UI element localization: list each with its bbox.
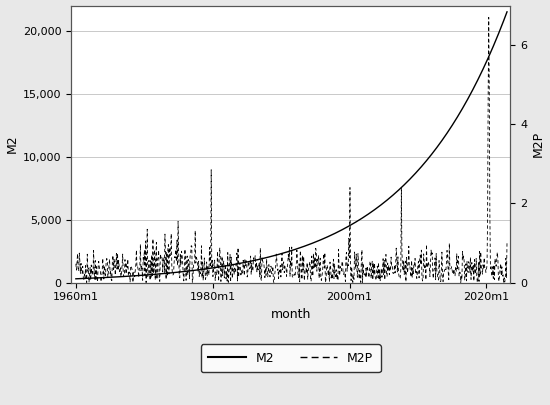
Y-axis label: M2: M2 (6, 135, 19, 153)
Y-axis label: M2P: M2P (531, 131, 544, 157)
X-axis label: month: month (271, 308, 311, 321)
Legend: M2, M2P: M2, M2P (201, 344, 381, 372)
